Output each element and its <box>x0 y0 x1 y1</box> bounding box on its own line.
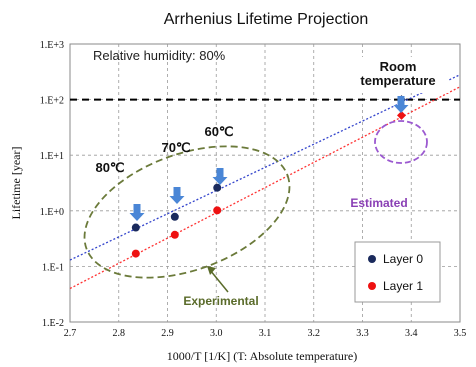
x-tick-label: 3.0 <box>210 328 223 339</box>
data-point-layer1 <box>131 249 140 258</box>
x-tick-label: 2.8 <box>113 328 126 339</box>
x-tick-label: 3.3 <box>356 328 369 339</box>
experimental-label: Experimental <box>183 294 258 308</box>
y-axis-label: Lifetime [year] <box>9 147 23 220</box>
experimental-pointer-head <box>207 266 216 275</box>
y-axis-ticks: 1.E-2 1.E-1 1.E+0 1.E+1 1.E+2 1.E+3 <box>40 40 64 329</box>
temp-label-70: 70℃ <box>161 140 190 155</box>
down-arrow-icon <box>129 204 145 221</box>
legend-label-layer1: Layer 1 <box>383 279 423 293</box>
temperature-arrows <box>129 96 409 221</box>
x-tick-label: 3.4 <box>405 328 418 339</box>
x-axis-label: 1000/T [1/K] (T: Absolute temperature) <box>167 349 357 363</box>
x-axis-ticks: 2.7 2.8 2.9 3.0 3.1 3.2 3.3 3.4 3.5 <box>64 328 467 339</box>
y-tick-label: 1.E-1 <box>42 262 64 273</box>
estimated-ellipse <box>374 120 428 164</box>
legend: Layer 0 Layer 1 <box>354 241 441 303</box>
down-arrow-icon <box>212 168 228 185</box>
temp-label-60: 60℃ <box>204 124 233 139</box>
humidity-note: Relative humidity: 80% <box>93 48 226 63</box>
data-point-layer0 <box>170 212 179 221</box>
x-tick-label: 3.5 <box>454 328 467 339</box>
experimental-pointer <box>209 269 229 293</box>
estimated-label: Estimated <box>350 196 407 210</box>
room-label-line1: Room <box>380 59 417 74</box>
y-tick-label: 1.E+0 <box>40 207 64 218</box>
x-tick-label: 2.9 <box>161 328 174 339</box>
down-arrow-icon <box>393 96 409 113</box>
y-tick-label: 1.E+1 <box>40 151 64 162</box>
down-arrow-icon <box>169 187 185 204</box>
data-point-layer1 <box>213 206 222 215</box>
y-tick-label: 1.E-2 <box>42 318 64 329</box>
experimental-ellipse <box>83 145 291 279</box>
data-point-layer0 <box>131 223 140 232</box>
legend-marker-layer1 <box>368 282 376 290</box>
x-tick-label: 3.1 <box>259 328 272 339</box>
data-point-layer0 <box>213 183 222 192</box>
y-tick-label: 1.E+2 <box>40 96 64 107</box>
data-point-layer1 <box>170 230 179 239</box>
estimated-point-layer1 <box>397 110 406 120</box>
legend-marker-layer0 <box>368 255 376 263</box>
x-tick-label: 2.7 <box>64 328 77 339</box>
legend-label-layer0: Layer 0 <box>383 252 423 266</box>
room-temperature-box: Room temperature <box>347 57 449 93</box>
room-label-line2: temperature <box>360 73 435 88</box>
experimental-annotation: Experimental <box>183 266 259 308</box>
chart-title: Arrhenius Lifetime Projection <box>164 11 369 28</box>
y-tick-label: 1.E+3 <box>40 40 64 51</box>
x-tick-label: 3.2 <box>308 328 321 339</box>
annotation-ellipses <box>83 120 428 279</box>
temp-label-80: 80℃ <box>95 160 124 175</box>
